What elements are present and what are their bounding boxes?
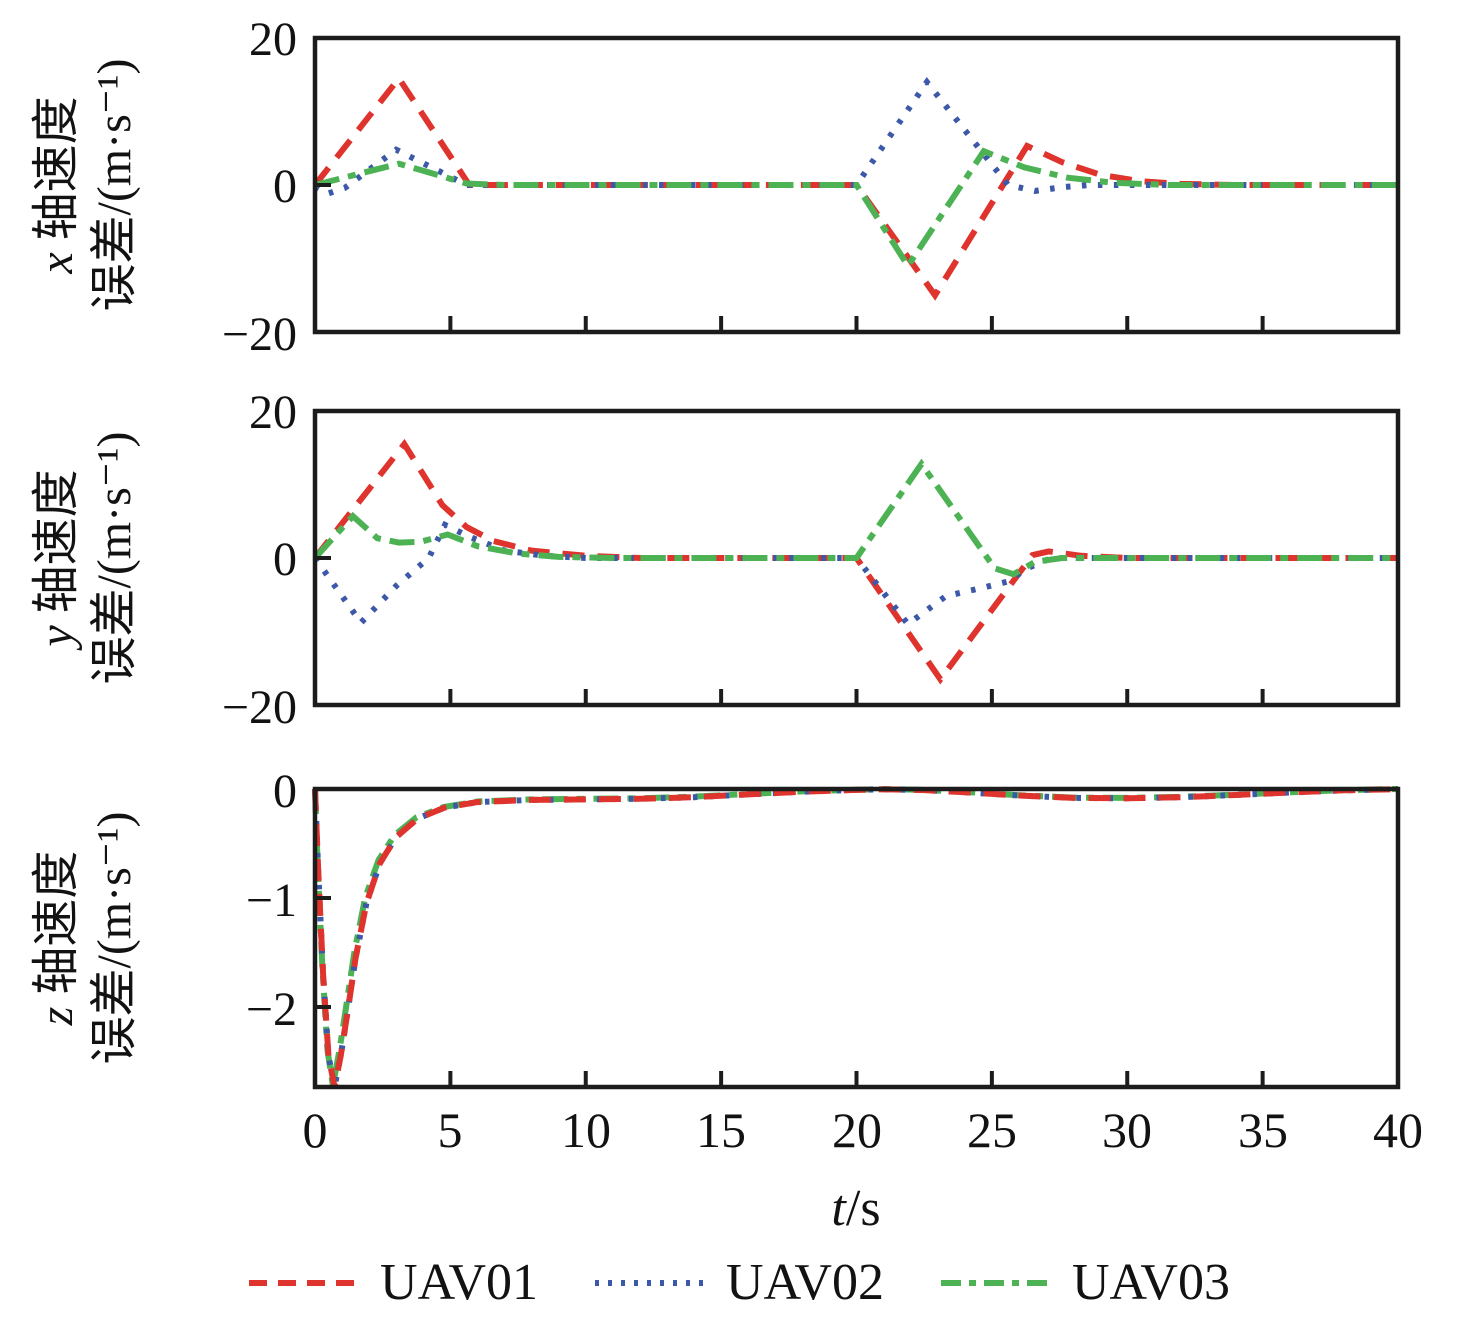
xtick-label: 5 [438, 1102, 463, 1158]
ylabel-line1: x 轴速度 [30, 96, 83, 274]
series-layer [312, 73, 1399, 1088]
ytick-label: −1 [246, 874, 297, 927]
ylabel-line2: 误差/(m·s⁻¹) [88, 811, 141, 1064]
series-line-uav02-subplot2 [312, 520, 1398, 629]
axes-box-z-subplot [312, 786, 1401, 1090]
ylabel-line2: 误差/(m·s⁻¹) [88, 431, 141, 684]
ylabel-x-subplot: x 轴速度 误差/(m·s⁻¹) [30, 58, 141, 311]
ylabel-line2: 误差/(m·s⁻¹) [88, 58, 141, 311]
ytick-label: −2 [246, 983, 297, 1036]
legend-line-sample-uav03 [940, 1280, 1053, 1286]
series-line-uav03-subplot1 [314, 147, 1398, 272]
xtick-label: 35 [1238, 1102, 1288, 1158]
ylabel-y-subplot: y 轴速度 误差/(m·s⁻¹) [30, 431, 141, 684]
xtick-label: 0 [303, 1102, 328, 1158]
series-line-uav03-subplot2 [312, 458, 1398, 578]
series-line-uav02-subplot3 [312, 786, 1399, 1088]
legend-label: UAV01 [380, 1254, 539, 1311]
xlabel: t/s [831, 1180, 880, 1237]
xtick-label: 10 [561, 1102, 611, 1158]
ytick-label: −20 [222, 681, 297, 734]
series-line-uav01-subplot2 [312, 438, 1398, 685]
xtick-label: 30 [1102, 1102, 1152, 1158]
legend-item-uav02: UAV02 [592, 1257, 884, 1309]
legend-item-uav03: UAV03 [938, 1257, 1230, 1309]
ytick-label: 0 [273, 765, 297, 818]
xtick-label: 40 [1373, 1102, 1423, 1158]
legend-line-sample-uav02 [595, 1280, 708, 1286]
legend-item-uav01: UAV01 [246, 1257, 538, 1309]
ylabel-line1: y 轴速度 [30, 469, 83, 651]
xtick-label: 25 [967, 1102, 1017, 1158]
xtick-label: 15 [696, 1102, 746, 1158]
ytick-label: −20 [222, 308, 297, 361]
frame-layer [312, 35, 1401, 1090]
legend: UAV01 UAV02 UAV03 [0, 1248, 1476, 1318]
ytick-label: 0 [273, 160, 297, 213]
ytick-label: 20 [249, 13, 297, 66]
ylabel-line1: z 轴速度 [30, 851, 83, 1027]
xtick-label: 20 [832, 1102, 882, 1158]
ytick-label: 0 [273, 533, 297, 586]
legend-line-sample-uav01 [249, 1280, 362, 1286]
legend-label: UAV03 [1071, 1254, 1230, 1311]
legend-label: UAV02 [726, 1254, 884, 1311]
ytick-label: 20 [249, 386, 297, 439]
series-line-uav02-subplot1 [313, 77, 1398, 198]
series-line-uav01-subplot3 [312, 786, 1399, 1088]
series-line-uav03-subplot3 [312, 786, 1399, 1087]
ylabel-z-subplot: z 轴速度 误差/(m·s⁻¹) [30, 811, 141, 1064]
